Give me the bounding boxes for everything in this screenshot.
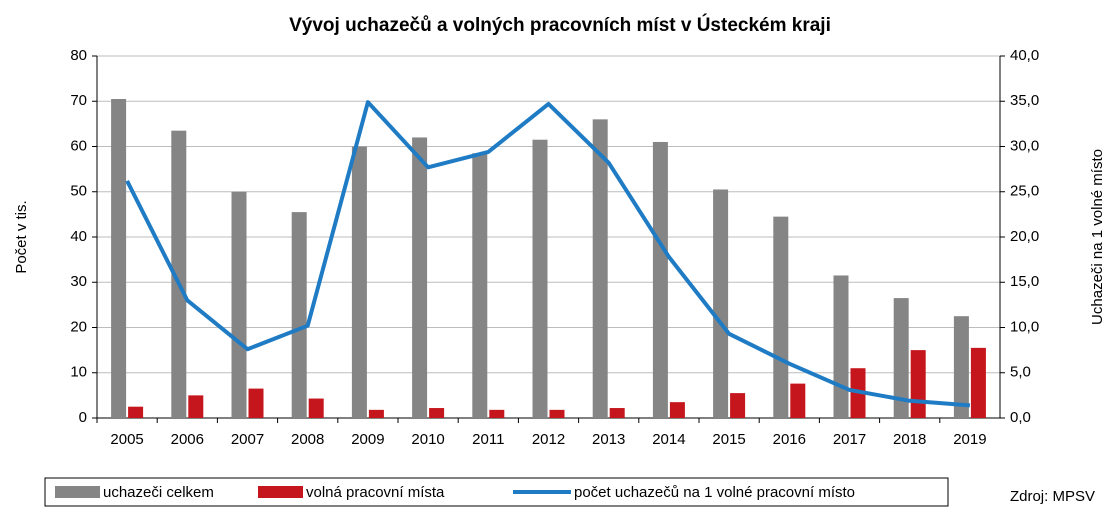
legend-label: počet uchazečů na 1 volné pracovní místo <box>574 484 855 501</box>
y2-tick-label: 25,0 <box>1010 183 1039 200</box>
y-tick-label: 40 <box>70 228 87 245</box>
y-tick-label: 20 <box>70 318 87 335</box>
x-tick-label: 2016 <box>773 431 806 448</box>
bar <box>532 139 548 418</box>
bar <box>188 395 204 418</box>
y2-tick-label: 15,0 <box>1010 273 1039 290</box>
bar <box>291 212 307 418</box>
legend-swatch <box>55 486 100 498</box>
x-tick-label: 2007 <box>231 431 264 448</box>
x-tick-label: 2010 <box>411 431 444 448</box>
legend-swatch <box>258 486 303 498</box>
y-axis-label: Počet v tis. <box>13 200 30 273</box>
bar <box>171 130 187 418</box>
x-tick-label: 2006 <box>171 431 204 448</box>
x-tick-label: 2019 <box>953 431 986 448</box>
bar <box>308 398 324 418</box>
bar <box>713 189 729 418</box>
bar <box>592 119 608 418</box>
line <box>125 100 971 408</box>
y-tick-label: 80 <box>70 47 87 64</box>
bar <box>472 153 488 418</box>
legend-label: uchazeči celkem <box>103 484 214 501</box>
y2-tick-label: 20,0 <box>1010 228 1039 245</box>
x-tick-label: 2008 <box>291 431 324 448</box>
y2-tick-label: 35,0 <box>1010 92 1039 109</box>
x-tick-label: 2011 <box>472 431 504 448</box>
bar <box>111 98 127 419</box>
bar <box>549 409 565 418</box>
bar <box>489 409 505 418</box>
y2-axis-label: Uchazeči na 1 volné místo <box>1089 149 1106 325</box>
x-tick-label: 2017 <box>833 431 866 448</box>
y2-tick-label: 0,0 <box>1010 409 1031 426</box>
y-tick-label: 50 <box>70 183 87 200</box>
bar <box>669 402 685 418</box>
bar <box>833 275 849 418</box>
bar <box>970 347 986 418</box>
legend-label: volná pracovní místa <box>306 484 445 501</box>
x-tick-label: 2014 <box>652 431 685 448</box>
bar <box>429 408 445 418</box>
bar <box>652 141 668 418</box>
y2-tick-label: 10,0 <box>1010 318 1039 335</box>
y2-tick-label: 40,0 <box>1010 47 1039 64</box>
bar <box>351 146 367 418</box>
bar <box>231 191 247 418</box>
x-tick-label: 2005 <box>110 431 143 448</box>
bar <box>790 383 806 418</box>
bar <box>609 408 625 418</box>
y-tick-label: 60 <box>70 137 87 154</box>
x-tick-label: 2009 <box>351 431 384 448</box>
bar <box>730 393 746 418</box>
bar <box>893 298 909 418</box>
y-tick-label: 10 <box>70 364 87 381</box>
bar <box>773 216 789 418</box>
x-tick-label: 2013 <box>592 431 625 448</box>
bar <box>248 388 264 418</box>
bar <box>910 350 926 418</box>
legend-box <box>44 477 949 507</box>
bar <box>128 406 144 418</box>
x-tick-label: 2018 <box>893 431 926 448</box>
y2-tick-label: 5,0 <box>1010 364 1031 381</box>
bar <box>412 137 428 418</box>
y-tick-label: 0 <box>79 409 87 426</box>
bar <box>368 409 384 418</box>
y-tick-label: 70 <box>70 92 87 109</box>
x-tick-label: 2012 <box>532 431 565 448</box>
chart-title: Vývoj uchazečů a volných pracovních míst… <box>289 14 831 36</box>
y2-tick-label: 30,0 <box>1010 137 1039 154</box>
bar <box>953 316 969 418</box>
x-tick-label: 2015 <box>712 431 745 448</box>
source: Zdroj: MPSV <box>1010 488 1095 505</box>
y-tick-label: 30 <box>70 273 87 290</box>
